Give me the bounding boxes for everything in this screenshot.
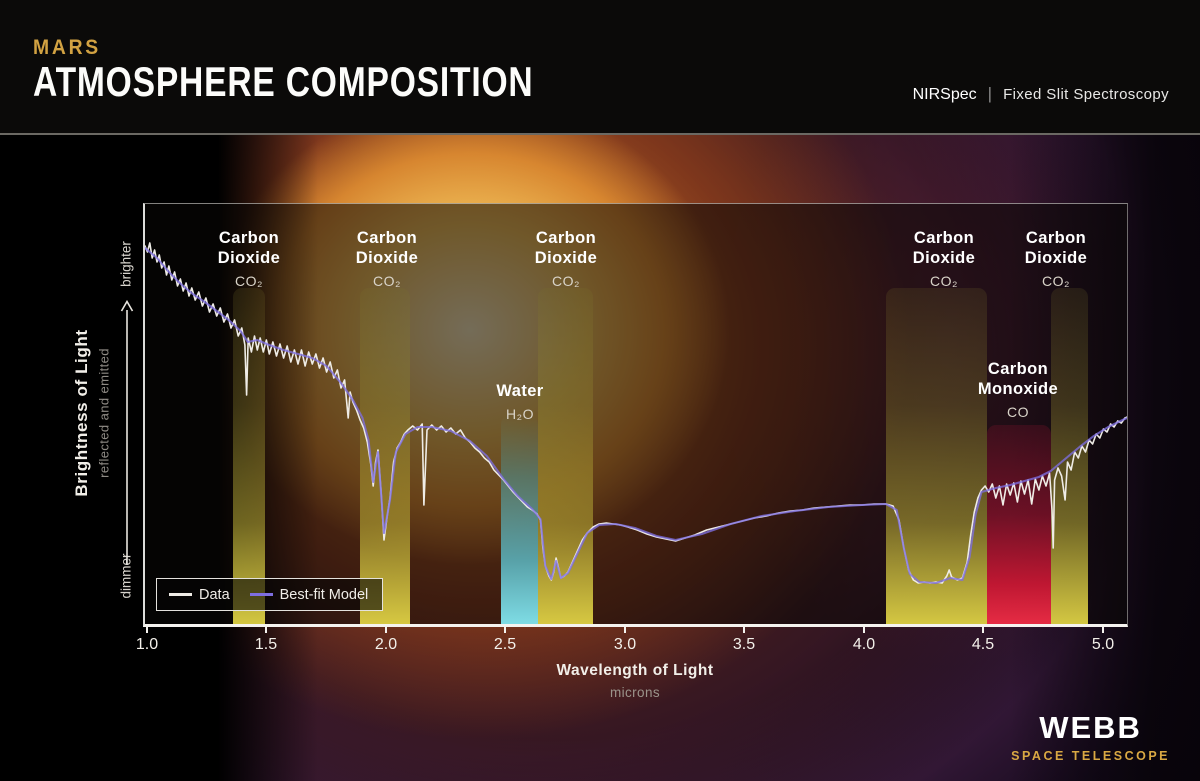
band-label-co2-1: Carbon Dioxide CO₂: [217, 229, 281, 289]
page-title: ATMOSPHERE COMPOSITION: [33, 58, 534, 105]
legend-item-data: Data: [169, 587, 230, 603]
co2-band-2.0um: [360, 288, 410, 624]
formula-h2o: H₂O: [506, 406, 534, 422]
tick-label: 2.5: [493, 636, 517, 653]
legend-model-label: Best-fit Model: [279, 586, 369, 603]
legend-item-model: Best-fit Model: [249, 586, 369, 603]
tick-mark: [624, 624, 626, 633]
instrument-name: NIRSpec: [912, 86, 977, 103]
band-label-co2-4: Carbon Dioxide CO₂: [912, 229, 976, 289]
h2o-band-2.6um: [501, 415, 538, 624]
tick-label: 4.5: [971, 636, 995, 653]
tick-label: 2.0: [374, 636, 398, 653]
formula-co2: CO₂: [1042, 273, 1070, 289]
eyebrow-mars: MARS: [33, 36, 101, 59]
tick-label: 1.5: [254, 636, 278, 653]
formula-co2: CO₂: [235, 273, 263, 289]
band-label-co2-3: Carbon Dioxide CO₂: [534, 229, 598, 289]
legend-data-label: Data: [199, 586, 230, 603]
brightness-arrow-icon: [120, 299, 134, 570]
x-axis-ticks: 1.0 1.5 2.0 2.5 3.0 3.5 4.0 4.5 5.0: [136, 624, 1127, 664]
tick-mark: [1102, 624, 1104, 633]
y-axis-brighter-label: brighter: [118, 241, 134, 287]
x-axis-units: microns: [609, 685, 661, 700]
band-label-co2-5: Carbon Dioxide CO₂: [1024, 229, 1088, 289]
webb-wordmark: WEBB: [1039, 710, 1142, 745]
band-label-water: Water H₂O: [496, 382, 544, 422]
legend: Data Best-fit Model: [156, 578, 384, 611]
spectrum-plot: Carbon Dioxide CO₂ Carbon Dioxide CO₂ Wa…: [143, 203, 1128, 627]
y-axis-label: Brightness of Light: [72, 329, 91, 497]
y-axis-sublabel: reflected and emitted: [96, 348, 112, 478]
tick-mark: [504, 624, 506, 633]
best-fit-model-line: [145, 246, 1127, 585]
spectrum-scene: Brightness of Light reflected and emitte…: [0, 135, 1200, 781]
formula-co2: CO₂: [373, 273, 401, 289]
tick-label: 5.0: [1091, 636, 1115, 653]
webb-subtitle: SPACE TELESCOPE: [1011, 749, 1170, 763]
separator: |: [987, 84, 993, 103]
tick-mark: [265, 624, 267, 633]
model-line-swatch: [249, 593, 273, 596]
co2-band-4.3um: [886, 288, 987, 624]
tick-label: 3.0: [613, 636, 637, 653]
data-line-swatch: [169, 593, 192, 596]
band-label-co2-2: Carbon Dioxide CO₂: [355, 229, 419, 289]
formula-co2: CO₂: [552, 273, 580, 289]
tick-mark: [146, 624, 148, 633]
band-label-co: Carbon Monoxide CO: [977, 360, 1059, 420]
formula-co: CO: [1006, 404, 1029, 420]
tick-mark: [743, 624, 745, 633]
instrument-line: NIRSpec | Fixed Slit Spectroscopy: [913, 84, 1169, 104]
observation-mode: Fixed Slit Spectroscopy: [1003, 86, 1169, 103]
spectrum-svg: [145, 242, 1127, 585]
tick-mark: [982, 624, 984, 633]
data-line: [145, 242, 1127, 584]
x-axis-label: Wavelength of Light: [556, 662, 714, 679]
x-axis-title: Wavelength of Light microns: [556, 662, 713, 700]
co-band-4.7um: [987, 425, 1051, 624]
webb-logo: WEBB SPACE TELESCOPE: [1011, 710, 1170, 763]
tick-label: 1.0: [135, 636, 159, 653]
tick-mark: [863, 624, 865, 633]
tick-mark: [385, 624, 387, 633]
header-bar: MARS ATMOSPHERE COMPOSITION NIRSpec | Fixe…: [0, 0, 1200, 135]
formula-co2: CO₂: [930, 273, 958, 289]
tick-label: 3.5: [732, 636, 756, 653]
tick-label: 4.0: [852, 636, 876, 653]
